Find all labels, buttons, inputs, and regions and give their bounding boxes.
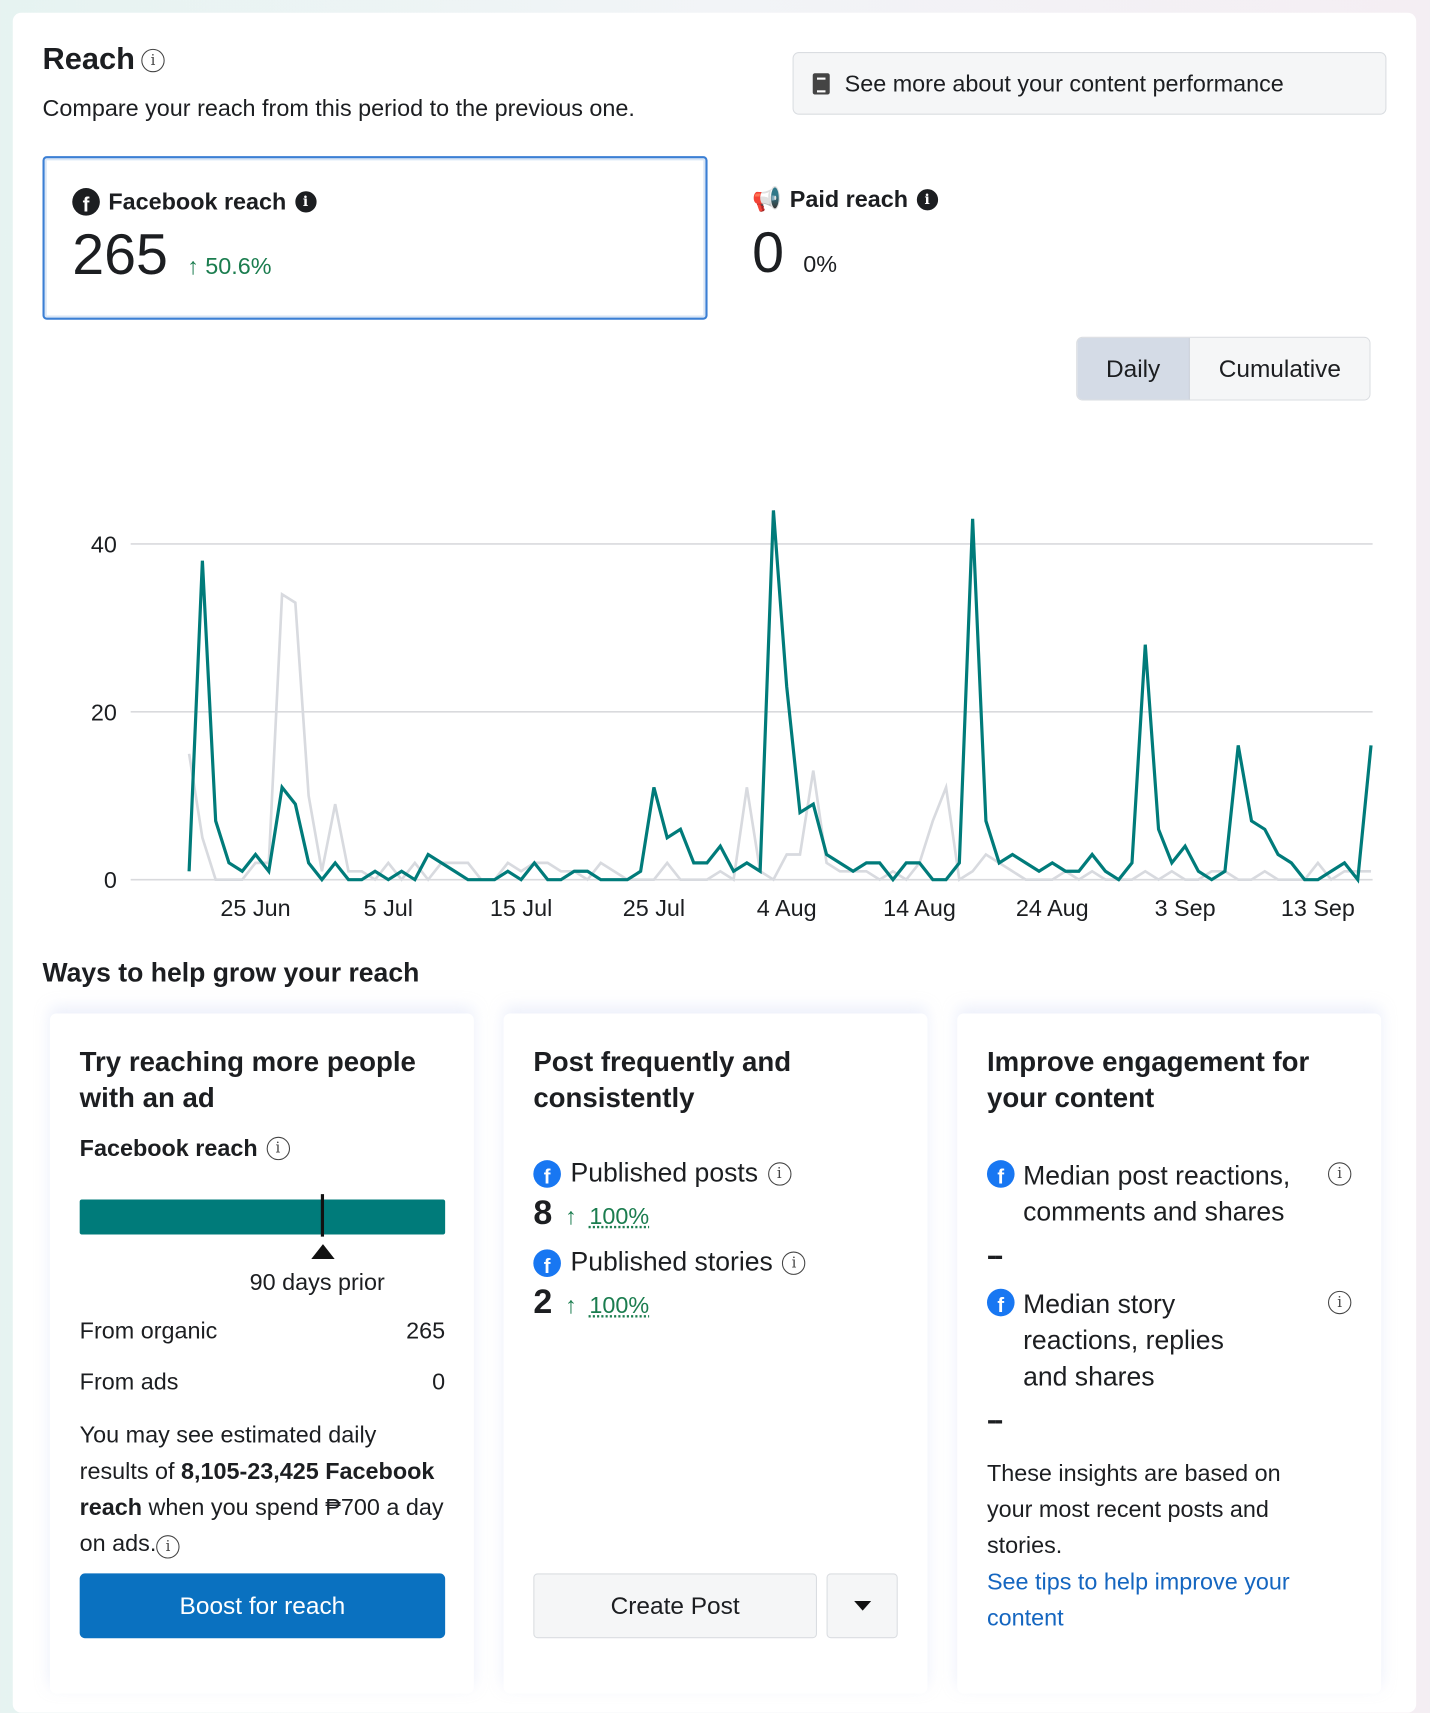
view-toggle: Daily Cumulative <box>1076 336 1371 401</box>
facebook-icon: f <box>533 1248 561 1277</box>
info-icon[interactable]: i <box>782 1250 806 1275</box>
info-icon[interactable]: i <box>156 1535 180 1559</box>
megaphone-icon: 📢 <box>752 185 782 213</box>
marker-pointer-icon <box>311 1244 335 1259</box>
tips-link[interactable]: See tips to help improve your content <box>986 1568 1290 1631</box>
info-icon[interactable]: i <box>141 48 165 72</box>
metric-paid-reach[interactable]: 📢 Paid reach i 0 0% <box>750 156 1415 320</box>
create-post-dropdown[interactable] <box>826 1573 898 1639</box>
metric-change: ↑ 50.6% <box>187 252 272 280</box>
facebook-icon: f <box>533 1159 561 1188</box>
x-tick-label: 25 Jun <box>220 895 290 921</box>
content-performance-button[interactable]: See more about your content performance <box>792 52 1387 115</box>
comparison-marker <box>320 1194 325 1237</box>
facebook-icon: f <box>986 1160 1015 1188</box>
x-tick-label: 14 Aug <box>883 895 956 921</box>
page-title: Reach i <box>42 42 165 77</box>
toggle-daily[interactable]: Daily <box>1077 337 1191 400</box>
info-icon[interactable]: i <box>1328 1162 1352 1186</box>
x-tick-label: 15 Jul <box>490 895 552 921</box>
arrow-up-icon: ↑ <box>564 1202 577 1230</box>
reach-bar <box>79 1199 446 1235</box>
metric-value: 0 <box>752 220 785 285</box>
subtitle: Compare your reach from this period to t… <box>42 94 635 122</box>
x-tick-label: 4 Aug <box>757 895 817 921</box>
facebook-icon: f <box>72 188 100 216</box>
x-tick-label: 3 Sep <box>1155 895 1216 921</box>
current-period-line <box>187 510 1373 884</box>
arrow-up-icon: ↑ <box>564 1291 577 1319</box>
info-icon[interactable]: i <box>1328 1290 1352 1315</box>
post-tip-card: Post frequently and consistently f Publis… <box>503 1013 928 1694</box>
y-tick-label: 20 <box>91 699 117 725</box>
ad-tip-card: Try reaching more people with an ad Face… <box>49 1013 474 1694</box>
x-tick-label: 24 Aug <box>1016 895 1089 921</box>
y-tick-label: 40 <box>91 531 117 557</box>
x-tick-label: 25 Jul <box>623 895 685 921</box>
metric-change: 0% <box>803 250 838 278</box>
reach-line-chart: 0 20 40 25 Jun 5 Jul 15 Jul 25 Jul 4 Aug 14 Aug 2… <box>91 510 1373 921</box>
marker-label: 90 days prior <box>249 1268 385 1296</box>
caret-down-icon <box>853 1601 871 1611</box>
info-icon[interactable]: i <box>767 1161 791 1186</box>
x-tick-label: 5 Jul <box>364 895 413 921</box>
section-title: Ways to help grow your reach <box>42 958 420 989</box>
metric-value: 265 <box>72 223 168 287</box>
engagement-tip-card: Improve engagement for your content f Me… <box>957 1013 1382 1694</box>
estimate-text: You may see estimated daily results of 8… <box>80 1417 445 1561</box>
info-icon[interactable]: i <box>916 189 938 211</box>
previous-period-line <box>187 591 1372 882</box>
info-icon[interactable]: i <box>266 1136 290 1161</box>
ads-row: From ads 0 <box>79 1368 446 1395</box>
arrow-up-icon: ↑ <box>187 252 206 280</box>
toggle-cumulative[interactable]: Cumulative <box>1190 337 1370 400</box>
create-post-button[interactable]: Create Post <box>533 1573 817 1639</box>
facebook-icon: f <box>986 1288 1015 1317</box>
organic-row: From organic 265 <box>79 1317 446 1344</box>
boost-button[interactable]: Boost for reach <box>79 1573 446 1639</box>
notebook-icon <box>812 72 830 95</box>
y-tick-label: 0 <box>104 867 117 893</box>
insights-note: These insights are based on your most re… <box>986 1459 1281 1559</box>
x-tick-label: 13 Sep <box>1281 895 1355 921</box>
metric-facebook-reach[interactable]: f Facebook reach i 265 ↑ 50.6% <box>42 156 708 320</box>
info-icon[interactable]: i <box>294 191 317 213</box>
